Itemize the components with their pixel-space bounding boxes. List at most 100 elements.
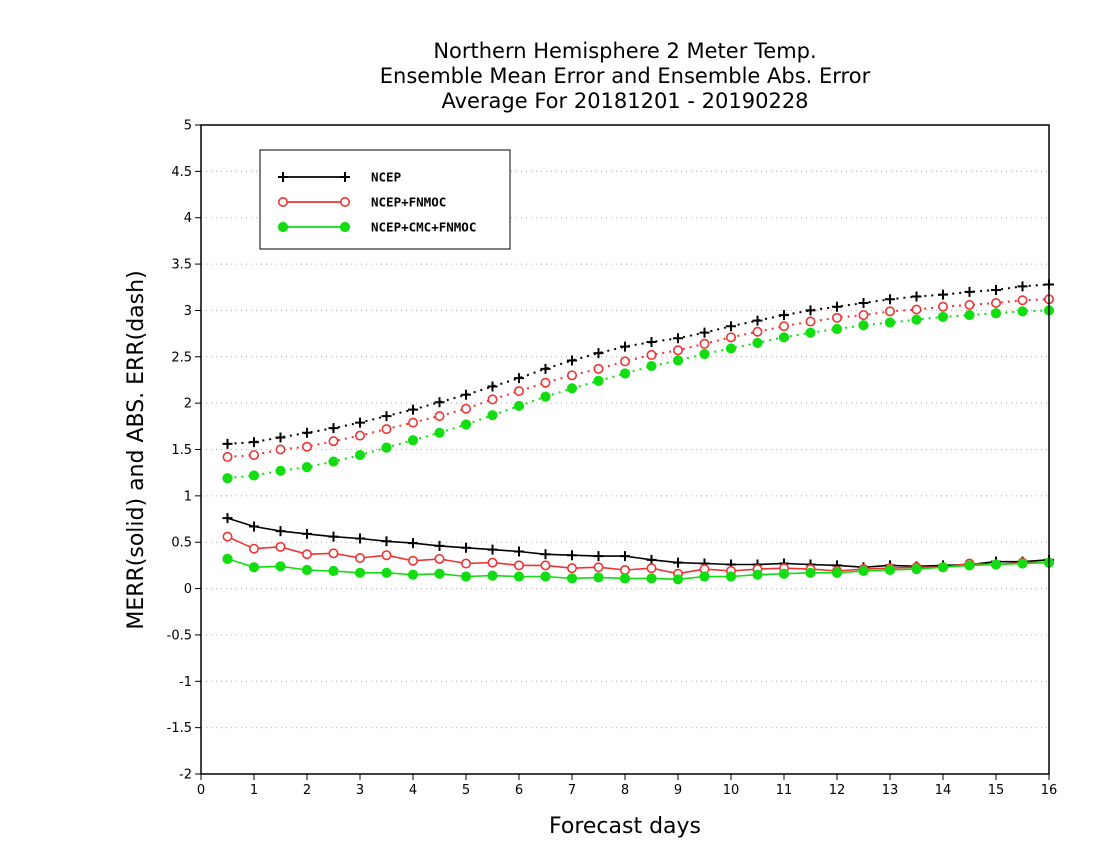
- abs-err-point: [567, 355, 577, 366]
- abs-err-point: [725, 332, 736, 343]
- x-tick-label: 0: [197, 783, 205, 798]
- chart-title-line-1: Northern Hemisphere 2 Meter Temp.: [433, 39, 816, 63]
- x-tick-label: 9: [674, 783, 682, 798]
- merr-point: [407, 569, 419, 580]
- merr-point: [672, 574, 684, 585]
- abs-err-point: [646, 360, 657, 372]
- abs-err-point: [805, 305, 816, 316]
- merr-point: [567, 550, 577, 561]
- abs-err-point: [911, 304, 922, 315]
- abs-err-point: [725, 343, 737, 354]
- abs-err-point: [831, 312, 842, 323]
- abs-err-point: [672, 345, 683, 356]
- y-tick-label: 4.5: [171, 165, 192, 180]
- abs-err-point: [381, 424, 392, 435]
- abs-err-point: [884, 306, 895, 317]
- merr-point: [619, 565, 630, 576]
- y-tick-label: 0.5: [171, 536, 192, 551]
- x-tick-label: 10: [723, 783, 740, 798]
- abs-err-point: [593, 348, 604, 359]
- abs-err-point: [593, 375, 604, 386]
- merr-point: [487, 557, 498, 568]
- abs-err-point: [249, 450, 260, 461]
- abs-err-point: [513, 400, 525, 412]
- abs-err-point: [858, 310, 869, 321]
- merr-point: [275, 561, 286, 572]
- legend-marker: [339, 197, 350, 208]
- merr-point: [355, 533, 365, 544]
- abs-err-point: [407, 435, 419, 446]
- merr-point: [249, 521, 259, 532]
- y-tick-label: -1.5: [167, 721, 192, 736]
- abs-err-point: [513, 386, 524, 397]
- y-tick-label: 3: [184, 304, 192, 319]
- abs-err-point: [407, 417, 418, 428]
- legend-marker: [340, 172, 350, 182]
- abs-err-point: [1017, 281, 1028, 292]
- abs-err-point: [540, 363, 551, 374]
- chart-title-line-3: Average For 20181201 - 20190228: [441, 89, 808, 113]
- x-tick-label: 12: [829, 783, 846, 798]
- abs-err-point: [328, 436, 339, 447]
- merr-point: [487, 570, 498, 581]
- abs-err-point: [964, 286, 975, 297]
- x-tick-label: 6: [515, 783, 523, 798]
- y-tick-label: -1: [179, 675, 192, 690]
- abs-err-point: [302, 427, 312, 438]
- abs-err-point: [275, 432, 286, 443]
- legend-marker: [339, 221, 351, 233]
- abs-err-point: [514, 373, 524, 384]
- merr-point: [328, 531, 339, 542]
- x-tick-label: 14: [935, 783, 952, 798]
- merr-point: [408, 538, 418, 549]
- abs-err-point: [778, 321, 789, 332]
- merr-point: [434, 540, 445, 551]
- abs-err-point: [275, 465, 286, 476]
- abs-err-point: [487, 381, 498, 392]
- abs-err-point: [990, 308, 1002, 319]
- merr-point: [275, 541, 286, 552]
- merr-point: [725, 571, 737, 582]
- merr-point: [646, 554, 657, 565]
- merr-point: [646, 563, 657, 574]
- legend-box: [259, 149, 511, 250]
- merr-point: [673, 557, 683, 568]
- abs-err-point: [222, 438, 233, 449]
- merr-point: [460, 558, 471, 569]
- abs-err-point: [619, 356, 630, 367]
- abs-err-point: [275, 444, 286, 455]
- y-tick-label: 4: [184, 211, 192, 226]
- x-tick-label: 3: [356, 783, 364, 798]
- abs-err-point: [779, 310, 789, 321]
- abs-err-point: [566, 370, 577, 381]
- merr-point: [328, 548, 339, 559]
- x-tick-label: 13: [882, 783, 899, 798]
- legend-marker: [278, 172, 288, 182]
- merr-point: [513, 560, 524, 571]
- y-axis: -2 -1.5 -1 -0.5 0 0.5 1 1.5 2 2.5 3 3.5 4 4.5 5: [167, 119, 201, 783]
- merr-point: [566, 573, 578, 584]
- abs-err-point: [752, 337, 763, 348]
- abs-err-point: [249, 437, 259, 448]
- abs-err-point: [778, 332, 790, 343]
- abs-err-point: [434, 411, 445, 422]
- abs-err-point: [805, 316, 816, 327]
- y-tick-label: 5: [184, 119, 192, 134]
- x-tick-label: 2: [303, 783, 311, 798]
- merr-point: [858, 565, 869, 577]
- x-tick-label: 15: [988, 783, 1005, 798]
- abs-err-point: [354, 449, 366, 461]
- x-tick-label: 1: [250, 783, 258, 798]
- x-axis-label: Forecast days: [549, 814, 701, 839]
- merr-point: [249, 543, 260, 554]
- abs-err-point: [1017, 295, 1028, 306]
- merr-point: [328, 565, 339, 577]
- merr-point: [381, 536, 392, 547]
- abs-err-point: [566, 383, 578, 394]
- merr-point: [434, 553, 445, 564]
- merr-point: [805, 567, 816, 578]
- x-tick-label: 16: [1041, 783, 1058, 798]
- abs-err-point: [911, 291, 922, 302]
- merr-point: [461, 542, 471, 553]
- merr-point: [434, 568, 445, 579]
